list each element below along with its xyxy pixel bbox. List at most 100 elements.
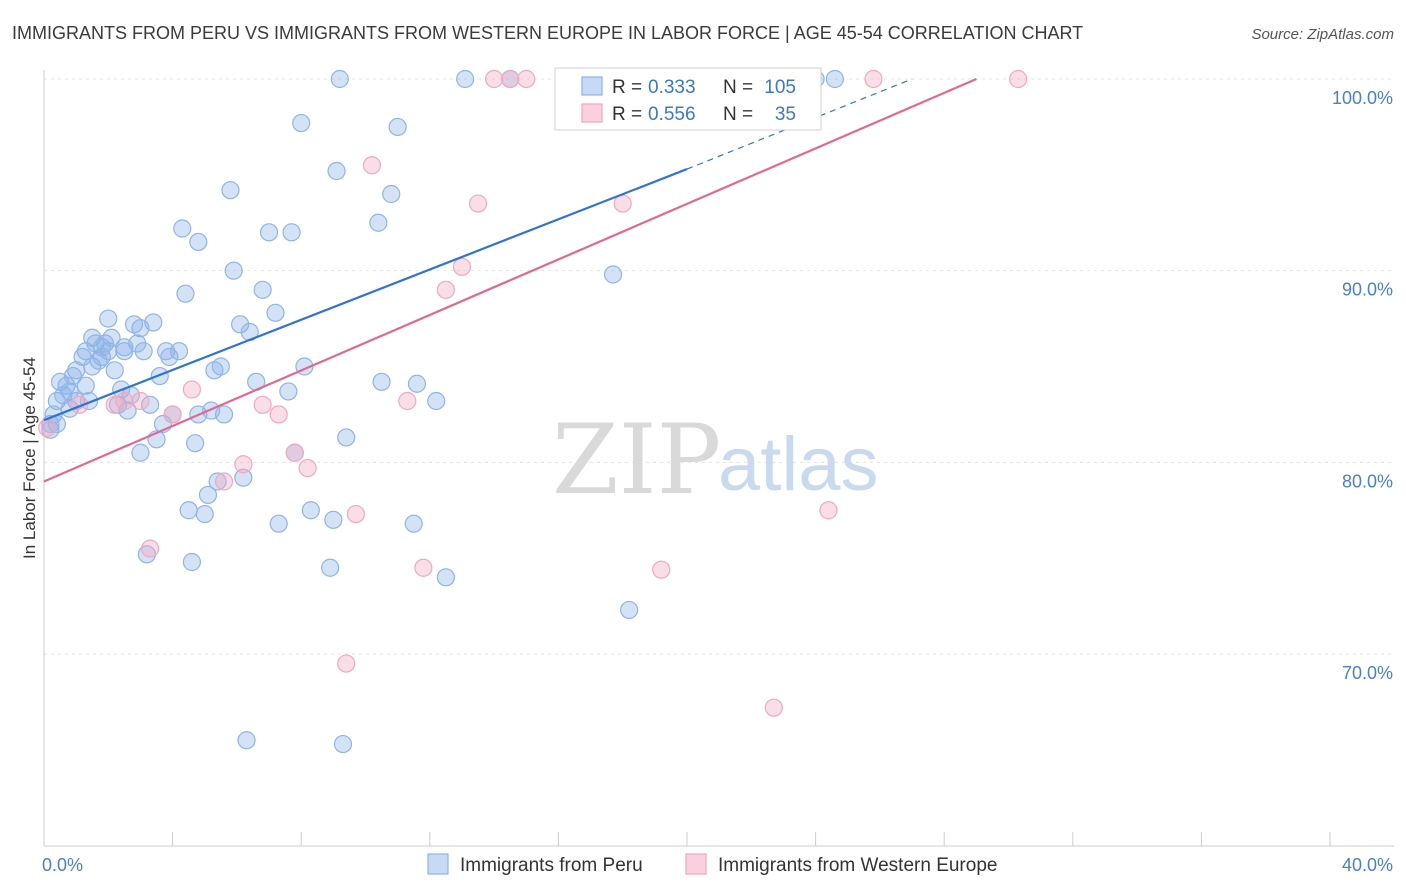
- peru-point-75: [282, 223, 301, 242]
- legend-r-label-western-europe: R =: [612, 104, 642, 125]
- y-tick-label-1: 80.0%: [1342, 471, 1393, 491]
- peru-point-52: [182, 552, 201, 572]
- watermark: ZIP atlas: [552, 404, 879, 516]
- peru-point-62: [214, 405, 234, 424]
- peru-point-49: [173, 219, 192, 238]
- legend-box: R = 0.333 N = 105 R = 0.556 N = 35: [554, 67, 822, 131]
- peru-point-27: [105, 361, 124, 380]
- series-western-europe-points: [38, 69, 1028, 717]
- peru-point-56: [195, 504, 214, 524]
- western-europe-point-24: [517, 69, 536, 89]
- peru-point-40: [140, 395, 160, 414]
- peru-point-51: [179, 501, 198, 520]
- western-europe-point-5: [140, 539, 160, 558]
- y-tick-label-3: 100.0%: [1332, 88, 1393, 108]
- peru-point-63: [221, 181, 240, 200]
- western-europe-point-23: [501, 69, 520, 89]
- western-europe-point-15: [346, 504, 365, 524]
- western-europe-point-12: [285, 443, 304, 462]
- western-europe-point-22: [485, 69, 504, 89]
- peru-point-91: [407, 374, 427, 393]
- western-europe-point-14: [337, 654, 356, 673]
- peru-point-26: [102, 328, 121, 347]
- x-tick-label-1: 40.0%: [1342, 855, 1393, 875]
- western-europe-point-17: [398, 391, 417, 411]
- peru-point-48: [169, 342, 189, 361]
- western-europe-point-16: [362, 156, 382, 175]
- peru-point-94: [456, 69, 475, 89]
- legend-n-value-peru: 105: [764, 77, 796, 98]
- peru-point-65: [231, 315, 250, 334]
- legend-swatch-western-europe: [581, 103, 603, 123]
- peru-point-7: [57, 376, 76, 395]
- bottom-legend-label-peru: Immigrants from Peru: [460, 855, 643, 876]
- western-europe-point-21: [468, 194, 488, 213]
- western-europe-point-18: [414, 558, 433, 577]
- western-europe-point-27: [652, 560, 671, 579]
- bottom-legend-swatch-peru: [427, 853, 449, 875]
- peru-point-77: [292, 113, 311, 133]
- bottom-legend: Immigrants from Peru Immigrants from Wes…: [427, 853, 997, 876]
- peru-trend-line: [43, 168, 688, 422]
- bottom-legend-label-western-europe: Immigrants from Western Europe: [718, 855, 997, 876]
- western-europe-point-3: [115, 391, 134, 411]
- western-europe-point-4: [131, 391, 150, 411]
- peru-point-67: [237, 731, 256, 750]
- peru-point-9: [60, 382, 79, 401]
- peru-point-71: [259, 223, 279, 242]
- legend-r-value-western-europe: 0.556: [648, 104, 696, 125]
- x-axis-ticks: 0.0% 40.0%: [42, 832, 1393, 875]
- gridlines: [44, 78, 1394, 655]
- western-europe-trend-line: [43, 77, 977, 483]
- western-europe-point-11: [269, 405, 288, 424]
- legend-r-label-peru: R =: [612, 77, 642, 98]
- peru-point-54: [189, 232, 208, 252]
- peru-point-60: [208, 472, 227, 491]
- peru-point-53: [186, 434, 205, 453]
- peru-point-104: [825, 69, 844, 89]
- western-europe-point-9: [234, 455, 253, 474]
- peru-point-39: [137, 545, 156, 564]
- western-europe-point-20: [452, 257, 472, 276]
- watermark-atlas: atlas: [718, 422, 879, 507]
- legend-r-value-peru: 0.333: [648, 77, 696, 98]
- legend-n-label-western-europe: N =: [723, 104, 753, 125]
- legend-n-value-western-europe: 35: [775, 104, 796, 125]
- western-europe-point-7: [182, 380, 201, 399]
- peru-point-79: [301, 501, 320, 520]
- axes: [43, 70, 1394, 847]
- peru-point-61: [211, 357, 230, 376]
- western-europe-point-33: [864, 69, 883, 89]
- y-tick-label-2: 90.0%: [1342, 280, 1393, 300]
- western-europe-point-10: [253, 395, 272, 414]
- peru-point-86: [369, 213, 388, 232]
- legend-swatch-peru: [581, 76, 603, 96]
- peru-point-66: [234, 468, 253, 487]
- peru-point-92: [427, 391, 446, 411]
- series-peru-points: [41, 69, 844, 754]
- peru-point-81: [324, 510, 343, 529]
- western-europe-point-0: [38, 418, 57, 437]
- peru-point-97: [603, 265, 623, 284]
- western-europe-point-19: [436, 280, 455, 299]
- peru-point-72: [266, 303, 285, 322]
- peru-point-83: [330, 69, 349, 89]
- western-europe-point-30: [764, 698, 783, 717]
- western-europe-point-8: [214, 472, 234, 491]
- watermark-zip: ZIP: [552, 404, 721, 516]
- peru-point-41: [144, 313, 163, 332]
- western-europe-point-13: [298, 458, 317, 478]
- y-axis-label: In Labor Force | Age 45-54: [20, 357, 39, 559]
- peru-point-80: [321, 558, 340, 577]
- y-tick-label-0: 70.0%: [1342, 663, 1393, 683]
- bottom-legend-swatch-western-europe: [685, 853, 707, 875]
- peru-point-24: [99, 309, 118, 328]
- western-europe-point-32: [819, 501, 838, 520]
- x-tick-label-0: 0.0%: [42, 855, 83, 875]
- peru-point-64: [224, 261, 243, 280]
- peru-point-36: [131, 443, 150, 462]
- peru-point-93: [436, 568, 455, 587]
- western-europe-point-2: [105, 395, 124, 414]
- chart-title: IMMIGRANTS FROM PERU VS IMMIGRANTS FROM …: [12, 23, 1083, 43]
